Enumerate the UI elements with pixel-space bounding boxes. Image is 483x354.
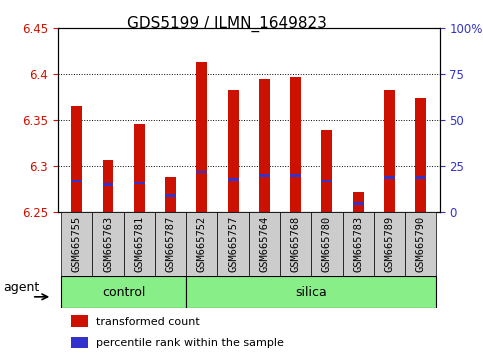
Bar	[405, 212, 437, 276]
Bar	[71, 337, 88, 348]
Text: GSM665783: GSM665783	[353, 216, 363, 272]
Bar	[259, 174, 270, 177]
Bar	[384, 176, 395, 179]
Bar	[165, 194, 176, 197]
Text: GSM665780: GSM665780	[322, 216, 332, 272]
Bar	[322, 180, 332, 183]
Bar	[197, 171, 207, 173]
Bar	[134, 182, 145, 184]
Text: GDS5199 / ILMN_1649823: GDS5199 / ILMN_1649823	[127, 16, 327, 32]
Bar	[227, 90, 239, 212]
Bar	[312, 212, 342, 276]
Bar	[124, 212, 155, 276]
Bar	[217, 212, 249, 276]
Bar	[353, 202, 364, 205]
Bar	[290, 77, 301, 212]
Bar	[71, 315, 88, 327]
Bar	[155, 212, 186, 276]
Text: GSM665752: GSM665752	[197, 216, 207, 272]
Bar	[249, 212, 280, 276]
Text: GSM665768: GSM665768	[291, 216, 300, 272]
Bar	[186, 212, 217, 276]
Text: GSM665763: GSM665763	[103, 216, 113, 272]
Bar	[134, 124, 145, 212]
Bar	[353, 192, 364, 212]
Bar	[259, 79, 270, 212]
Bar	[186, 276, 437, 308]
Text: GSM665790: GSM665790	[416, 216, 426, 272]
Bar	[290, 174, 301, 177]
Text: GSM665755: GSM665755	[72, 216, 82, 272]
Bar	[322, 130, 332, 212]
Text: control: control	[102, 286, 145, 298]
Bar	[102, 183, 114, 186]
Text: GSM665757: GSM665757	[228, 216, 238, 272]
Bar	[227, 178, 239, 181]
Bar	[374, 212, 405, 276]
Text: GSM665789: GSM665789	[384, 216, 395, 272]
Text: transformed count: transformed count	[96, 317, 200, 327]
Bar	[415, 176, 426, 179]
Bar	[415, 98, 426, 212]
Bar	[71, 105, 82, 212]
Bar	[197, 62, 207, 212]
Bar	[384, 90, 395, 212]
Text: GSM665787: GSM665787	[166, 216, 175, 272]
Text: GSM665781: GSM665781	[134, 216, 144, 272]
Text: agent: agent	[3, 281, 39, 294]
Text: GSM665764: GSM665764	[259, 216, 270, 272]
Bar	[71, 180, 82, 183]
Bar	[102, 160, 114, 212]
Bar	[61, 276, 186, 308]
Bar	[61, 212, 92, 276]
Bar	[165, 177, 176, 212]
Text: silica: silica	[296, 286, 327, 298]
Bar	[280, 212, 312, 276]
Bar	[342, 212, 374, 276]
Text: percentile rank within the sample: percentile rank within the sample	[96, 338, 284, 348]
Bar	[92, 212, 124, 276]
